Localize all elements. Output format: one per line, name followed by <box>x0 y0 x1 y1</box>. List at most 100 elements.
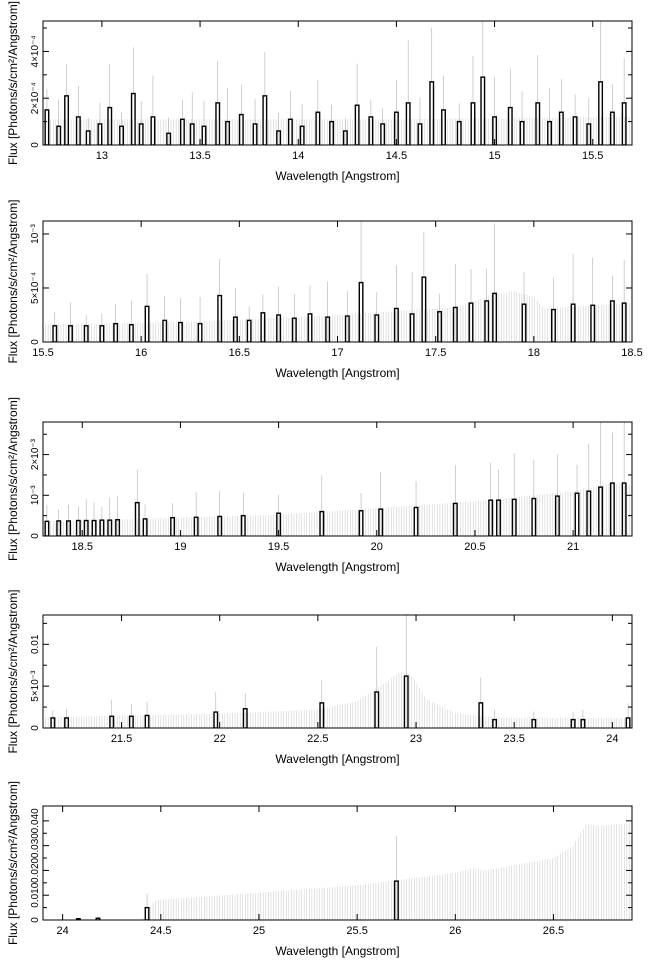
data-bar <box>193 516 199 536</box>
data-bar <box>291 317 297 342</box>
data-bar <box>429 81 435 145</box>
data-bar <box>119 125 125 145</box>
data-bar <box>492 718 498 728</box>
data-bar <box>179 118 185 145</box>
data-bar <box>358 510 364 536</box>
plot-area <box>43 422 632 536</box>
data-bar <box>437 311 443 342</box>
x-tick-label: 22.5 <box>307 733 328 745</box>
y-tick-label: 2×10⁻³ <box>30 438 41 470</box>
data-bar <box>344 315 350 342</box>
data-bar <box>547 120 553 145</box>
x-tick-label: 14.5 <box>386 150 407 162</box>
data-bar <box>625 717 631 728</box>
y-axis-title: Flux [Photons/s/cm²/Angstrom] <box>6 781 20 945</box>
x-axis-title: Wavelength [Angstrom] <box>275 560 399 574</box>
data-bar <box>319 702 325 728</box>
x-tick-label: 19.5 <box>268 541 289 553</box>
data-bar <box>531 718 537 728</box>
x-axis-title: Wavelength [Angstrom] <box>275 944 399 958</box>
data-bar <box>144 714 150 728</box>
x-tick-label: 24 <box>57 925 69 937</box>
plot-frame <box>42 20 633 146</box>
y-axis-title: Flux [Photons/s/cm²/Angstrom] <box>6 199 20 363</box>
data-bar <box>329 120 335 145</box>
x-tick-label: 26.5 <box>543 925 564 937</box>
data-bar <box>421 276 427 342</box>
data-bar <box>393 111 399 145</box>
x-tick-label: 19 <box>174 541 186 553</box>
data-bar <box>56 125 62 145</box>
x-tick-label: 25 <box>253 925 265 937</box>
y-tick-label: 0.030 <box>30 833 41 858</box>
data-bar <box>217 294 223 342</box>
data-bar <box>417 123 423 145</box>
data-bar <box>405 102 411 145</box>
data-bar <box>225 120 231 145</box>
data-bar <box>276 130 282 145</box>
data-bar <box>380 123 386 145</box>
y-tick-label: 2×10⁻⁴ <box>30 82 41 114</box>
y-tick-label: 0.020 <box>30 857 41 882</box>
data-bar <box>260 312 266 342</box>
data-bar <box>621 302 627 342</box>
data-bar <box>342 130 348 145</box>
data-bar <box>535 102 541 145</box>
y-tick-label: 0 <box>30 142 41 148</box>
data-bar <box>586 123 592 145</box>
data-bar <box>354 104 360 145</box>
data-bar <box>598 81 604 145</box>
data-bar <box>586 490 592 536</box>
data-bar <box>109 715 115 728</box>
x-tick-label: 24.5 <box>150 925 171 937</box>
x-tick-label: 22 <box>214 733 226 745</box>
y-tick-label: 0.040 <box>30 808 41 833</box>
data-bar <box>554 495 560 536</box>
panel-4: 21.5 22 22.5 23 23.5 24 0 5×10⁻³ 0.01 Wavelength … <box>6 589 633 766</box>
data-bar <box>144 906 150 920</box>
panel-1: 13 13.5 14 14.5 15 15.5 0 2×10⁻⁴ 4×10⁻⁴ Wavelengt… <box>6 1 633 183</box>
x-tick-label: 23.5 <box>503 733 524 745</box>
data-bar <box>441 109 446 145</box>
data-bar <box>403 675 409 728</box>
data-bar <box>319 510 325 536</box>
data-bar <box>217 515 223 536</box>
data-bar <box>478 702 484 728</box>
data-bar <box>238 113 244 145</box>
data-bar <box>358 281 364 342</box>
data-bar <box>142 518 148 536</box>
data-bar <box>378 508 384 536</box>
data-bar <box>609 482 615 536</box>
data-bar <box>68 325 73 342</box>
data-bar <box>232 316 238 342</box>
data-bar <box>574 492 580 536</box>
plot-area <box>43 615 632 728</box>
data-bar <box>128 324 134 342</box>
data-bar <box>598 486 604 536</box>
data-bar <box>413 506 419 536</box>
y-tick-label: 0 <box>30 533 41 539</box>
data-bar <box>75 116 81 145</box>
data-bar <box>75 519 81 536</box>
x-tick-label: 21.5 <box>111 733 132 745</box>
data-bar <box>456 120 462 145</box>
y-axis-title: Flux [Photons/s/cm²/Angstrom] <box>6 589 20 753</box>
data-bar <box>85 130 91 145</box>
data-bar <box>150 116 156 145</box>
x-axis-title: Wavelength [Angstrom] <box>275 366 399 380</box>
panel-3: 18.5 19 19.5 20 20.5 21 0 10⁻³ 2×10⁻³ Wavelength … <box>6 397 633 574</box>
y-tick-label: 0 <box>30 725 41 731</box>
data-bar <box>572 116 578 145</box>
y-tick-label: 5×10⁻³ <box>30 670 41 702</box>
data-bar <box>470 102 476 145</box>
x-tick-label: 17.5 <box>425 347 446 359</box>
data-bar <box>134 501 140 536</box>
data-bar <box>287 118 293 145</box>
data-bar <box>83 519 89 536</box>
data-bar <box>170 516 176 536</box>
data-bar <box>262 95 268 145</box>
x-tick-label: 25.5 <box>346 925 367 937</box>
data-bar <box>368 116 374 145</box>
data-bar <box>315 111 321 145</box>
